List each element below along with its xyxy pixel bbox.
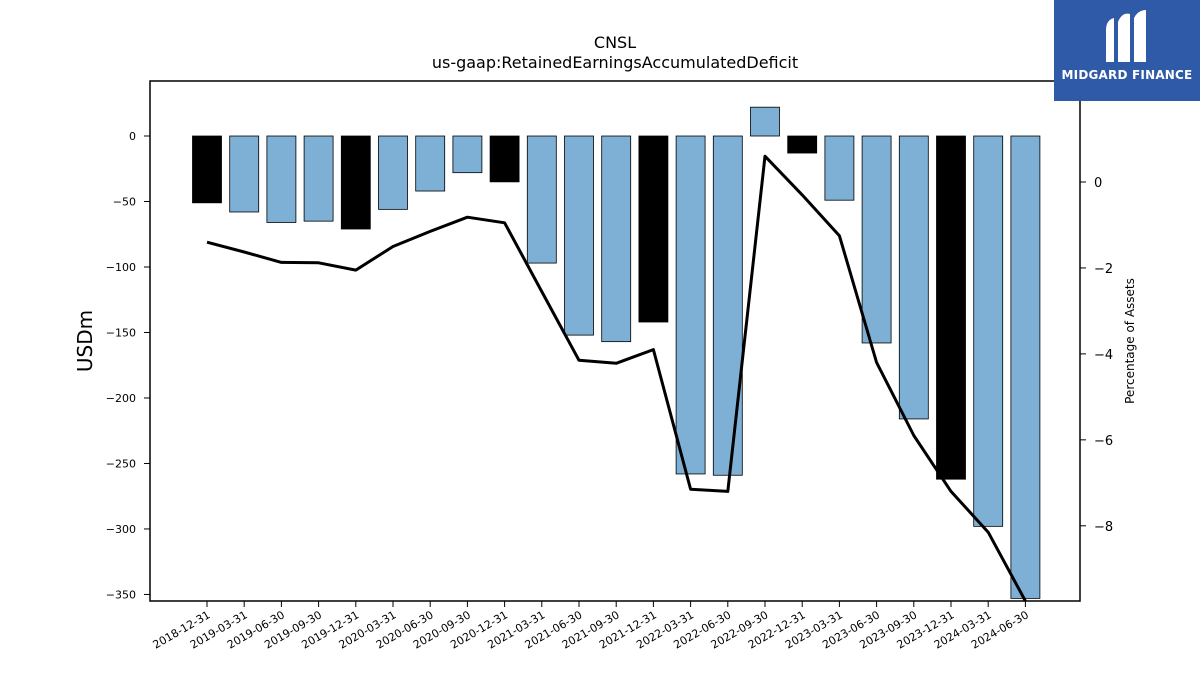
plot-frame bbox=[149, 80, 1081, 602]
y-tick-label: −350 bbox=[106, 588, 136, 601]
y-tick-label: 0 bbox=[129, 130, 136, 143]
bar-2019-06-30 bbox=[266, 135, 297, 223]
y-tick-label: −50 bbox=[113, 196, 136, 209]
bar-2021-12-31 bbox=[638, 135, 669, 323]
bar-2022-09-30 bbox=[750, 106, 780, 137]
y-tick-label: −150 bbox=[106, 326, 136, 339]
y2-tick-label: −8 bbox=[1094, 520, 1113, 535]
chart-subtitle: us-gaap:RetainedEarningsAccumulatedDefic… bbox=[431, 53, 799, 72]
bar-2023-09-30 bbox=[898, 135, 929, 420]
line-series bbox=[206, 154, 1027, 602]
bar-2024-06-30 bbox=[1010, 135, 1041, 599]
y2-tick-label: 0 bbox=[1094, 176, 1102, 191]
bar-2020-09-30 bbox=[452, 135, 483, 174]
brand-name: MIDGARD FINANCE bbox=[1061, 68, 1193, 82]
bar-2019-12-31 bbox=[340, 135, 371, 230]
bar-2021-06-30 bbox=[564, 135, 594, 336]
y2-tick-label: −2 bbox=[1094, 262, 1113, 277]
bar-2020-03-31 bbox=[378, 135, 408, 210]
y-tick-label: −200 bbox=[106, 392, 136, 405]
y-axis-right: 0 −2 −4 −6 −8 bbox=[1080, 176, 1113, 535]
bar-2021-09-30 bbox=[601, 135, 632, 343]
bar-2019-03-31 bbox=[229, 135, 260, 213]
bar-2020-12-31 bbox=[489, 135, 520, 183]
bar-2018-12-31 bbox=[192, 135, 222, 204]
y2-tick-label: −6 bbox=[1094, 434, 1113, 449]
y-axis-left: 0 −50 −100 −150 −200 −250 −300 −350 bbox=[106, 130, 150, 601]
bar-2022-06-30 bbox=[712, 135, 743, 476]
bar-2024-03-31 bbox=[973, 135, 1004, 527]
bar-2019-09-30 bbox=[303, 135, 334, 222]
x-axis: 2018-12-312019-03-312019-06-302019-09-30… bbox=[151, 601, 1031, 652]
percentage-of-assets-line bbox=[206, 154, 1027, 602]
bar-2020-06-30 bbox=[415, 135, 446, 192]
bar-2021-03-31 bbox=[526, 135, 557, 264]
brand-logo: MIDGARD FINANCE bbox=[1054, 0, 1200, 101]
bar-2023-12-31 bbox=[936, 135, 966, 480]
y-axis-label: USDm bbox=[73, 310, 97, 372]
midgard-logo-icon bbox=[1106, 10, 1146, 62]
y-tick-label: −100 bbox=[106, 261, 136, 274]
chart-title: CNSL bbox=[593, 33, 637, 52]
bar-2023-06-30 bbox=[861, 135, 892, 344]
y2-tick-label: −4 bbox=[1094, 348, 1113, 363]
bar-2022-03-31 bbox=[675, 135, 706, 475]
bar-2023-03-31 bbox=[824, 135, 855, 201]
y2-axis-label: Percentage of Assets bbox=[1123, 278, 1137, 404]
bar-2022-12-31 bbox=[787, 135, 818, 154]
y-tick-label: −250 bbox=[106, 457, 136, 470]
bar-series bbox=[192, 106, 1041, 599]
y-tick-label: −300 bbox=[106, 523, 136, 536]
